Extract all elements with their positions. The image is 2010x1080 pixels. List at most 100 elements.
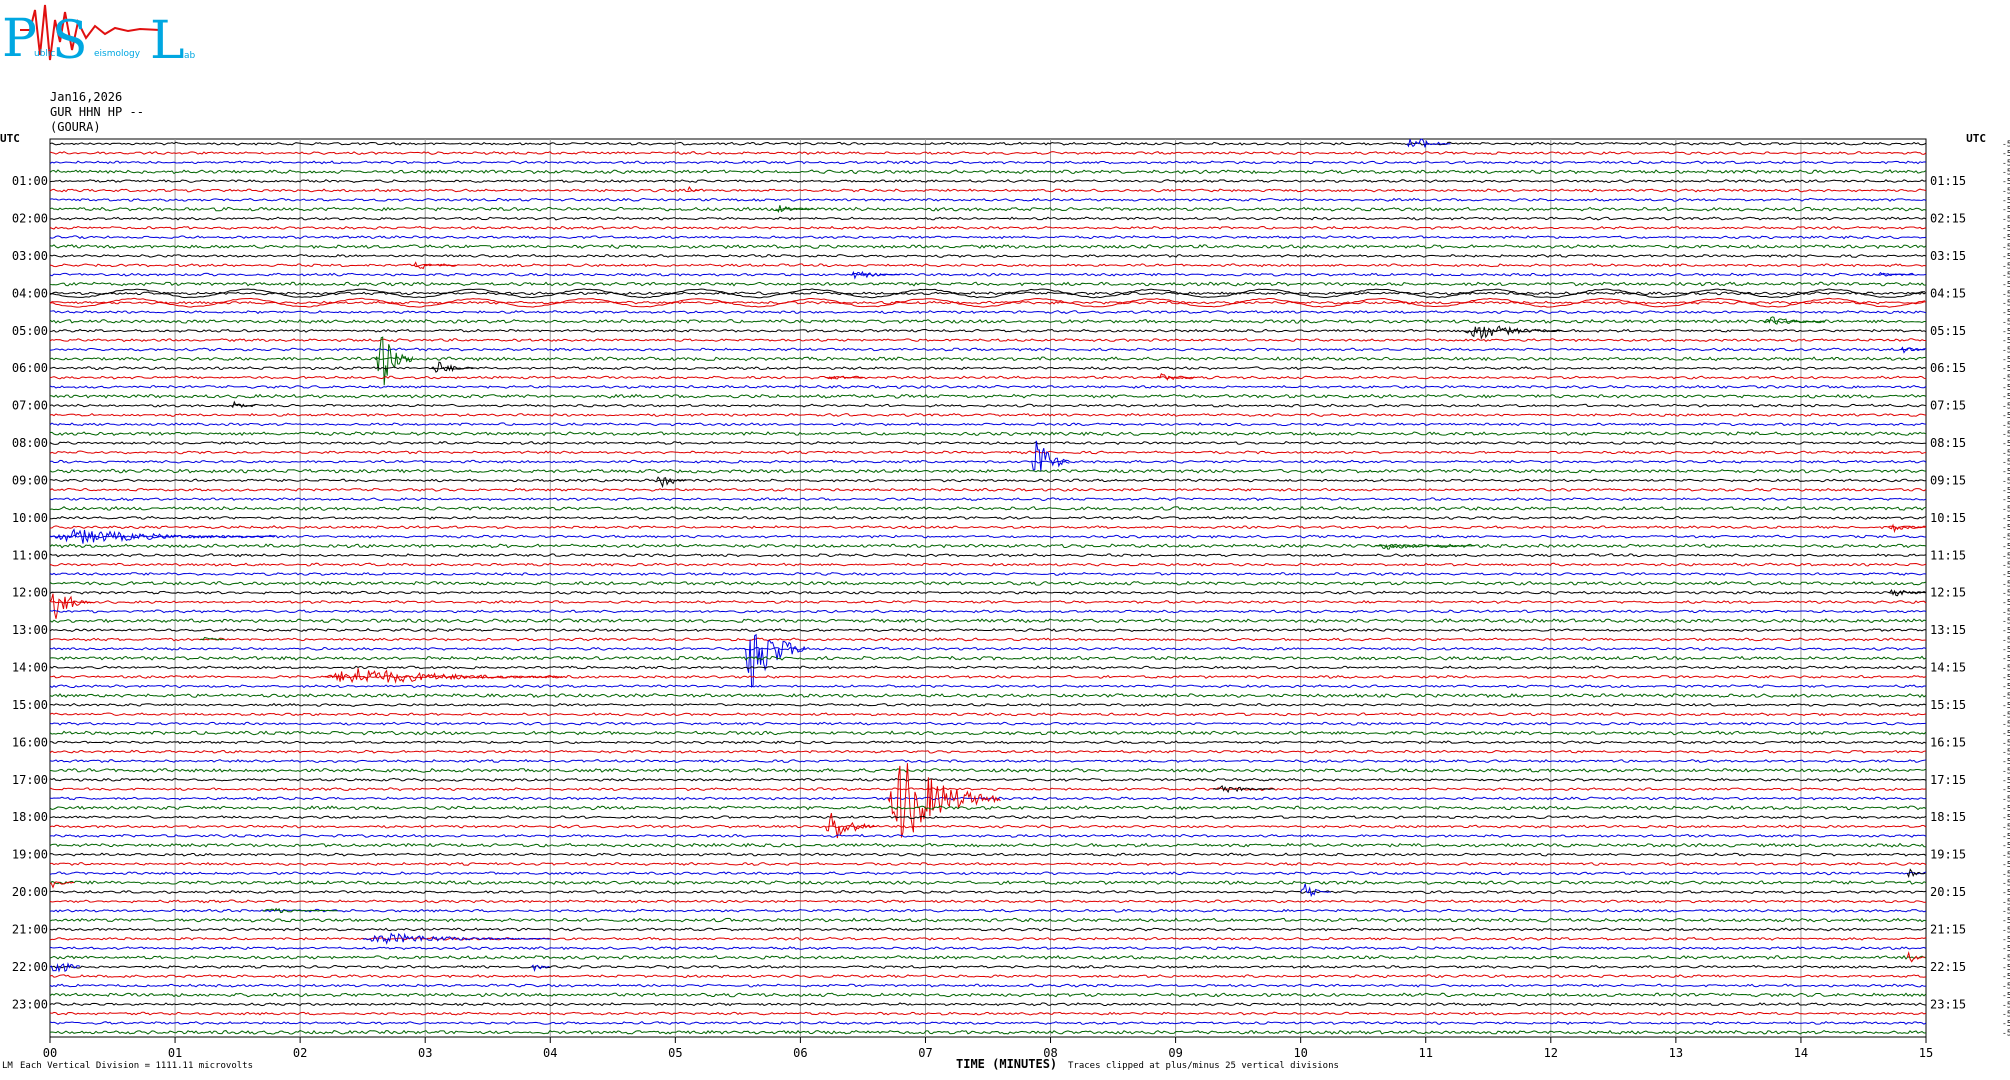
trace-offset-label: -5448 <box>2002 692 2010 701</box>
left-hour-label: 21:00 <box>12 922 48 936</box>
trace-offset-label: -5422 <box>2002 140 2010 149</box>
left-hour-label: 19:00 <box>12 848 48 862</box>
trace-offset-label: -5421 <box>2002 495 2010 504</box>
logo-letter-s: S <box>52 11 88 71</box>
seismic-event <box>362 932 551 945</box>
trace-offset-label: -5461 <box>2002 448 2010 457</box>
trace-offset-label: -5437 <box>2002 589 2010 598</box>
trace-offset-label: -5426 <box>2002 233 2010 242</box>
seismic-event <box>374 336 414 386</box>
trace-offset-label: -5427 <box>2002 383 2010 392</box>
trace-offset-label: -5418 <box>2002 158 2010 167</box>
trace-line <box>49 861 1927 866</box>
left-hour-label: 03:00 <box>12 249 48 263</box>
trace-line <box>49 281 1927 287</box>
seismic-event <box>743 633 807 688</box>
left-hour-label: 22:00 <box>12 960 48 974</box>
trace-offset-label: -5422 <box>2002 851 2010 860</box>
trace-line <box>49 768 1927 773</box>
left-hour-label: 17:00 <box>12 773 48 787</box>
seismic-event <box>49 593 94 619</box>
trace-offset-label: -5444 <box>2002 617 2010 626</box>
trace-offset-label: -5415 <box>2002 888 2010 897</box>
seismic-event <box>49 528 276 544</box>
trace-offset-label: -5428 <box>2002 963 2010 972</box>
trace-offset-label: -5424 <box>2002 364 2010 373</box>
x-tick-label: 13 <box>1669 1046 1683 1060</box>
right-hour-label: 14:15 <box>1930 661 1966 675</box>
trace-line <box>49 721 1927 726</box>
x-tick-label: 12 <box>1544 1046 1558 1060</box>
seismic-event <box>1375 543 1475 550</box>
right-hour-label: 09:15 <box>1930 473 1966 487</box>
trace-line <box>49 805 1927 811</box>
trace-offset-label: -5399 <box>2002 504 2010 513</box>
seismic-event <box>200 636 225 641</box>
seismic-event <box>325 668 563 684</box>
right-hour-label: 05:15 <box>1930 324 1966 338</box>
trace-line <box>49 890 1927 894</box>
seismic-event <box>1212 785 1275 794</box>
trace-offset-label: -5425 <box>2002 336 2010 345</box>
trace-line <box>49 917 1927 923</box>
right-hour-label: 06:15 <box>1930 361 1966 375</box>
left-hour-label: 23:00 <box>12 997 48 1011</box>
trace-line <box>49 160 1927 165</box>
trace-offset-label: -5425 <box>2002 776 2010 785</box>
trace-line <box>49 216 1927 221</box>
trace-line <box>49 665 1927 670</box>
right-hour-label: 07:15 <box>1930 399 1966 413</box>
trace-offset-label: -5426 <box>2002 766 2010 775</box>
trace-line <box>49 206 1927 212</box>
x-tick-label: 05 <box>668 1046 682 1060</box>
trace-offset-label: -5449 <box>2002 710 2010 719</box>
trace-line <box>49 263 1927 268</box>
trace-line <box>49 852 1927 857</box>
psl-logo-image: P S L ublic eismology ab <box>2 4 196 71</box>
trace-offset-label: -5429 <box>2002 289 2010 298</box>
right-hour-label: 04:15 <box>1930 286 1966 300</box>
trace-offset-label: -5431 <box>2002 804 2010 813</box>
trace-line <box>49 693 1927 698</box>
trace-offset-label: -5428 <box>2002 392 2010 401</box>
trace-line <box>49 505 1927 511</box>
trace-offset-label: -5429 <box>2002 551 2010 560</box>
seismic-event <box>49 881 75 889</box>
corner-mark: LM <box>2 1061 13 1071</box>
trace-offset-label: -5412 <box>2002 982 2010 991</box>
seismic-event <box>531 964 550 973</box>
right-hour-label: 03:15 <box>1930 249 1966 263</box>
trace-offset-label: -5450 <box>2002 635 2010 644</box>
right-hour-label: 23:15 <box>1930 997 1966 1011</box>
seismic-event <box>687 185 700 192</box>
x-tick-label: 02 <box>293 1046 307 1060</box>
x-tick-label: 10 <box>1293 1046 1307 1060</box>
trace-offset-label: -5422 <box>2002 869 2010 878</box>
trace-line <box>49 600 1927 605</box>
trace-line <box>49 310 1927 315</box>
trace-line <box>49 253 1927 258</box>
right-hour-label: 22:15 <box>1930 960 1966 974</box>
trace-line <box>49 338 1926 343</box>
right-hour-label: 18:15 <box>1930 810 1966 824</box>
right-hour-label: 11:15 <box>1930 548 1966 562</box>
trace-offset-label: -5449 <box>2002 467 2010 476</box>
trace-offset-label: -5420 <box>2002 561 2010 570</box>
trace-line <box>49 525 1927 530</box>
trace-line <box>49 272 1927 277</box>
trace-offset-label: -5421 <box>2002 243 2010 252</box>
trace-line <box>49 291 1927 296</box>
trace-offset-label: -5425 <box>2002 215 2010 224</box>
trace-offset-label: -5421 <box>2002 1019 2010 1028</box>
trace-offset-label: -5426 <box>2002 860 2010 869</box>
trace-offset-label: -5416 <box>2002 907 2010 916</box>
trace-offset-label: -5456 <box>2002 645 2010 654</box>
trace-offset-label: -5416 <box>2002 1028 2010 1037</box>
trace-line <box>49 609 1927 614</box>
left-hour-label: 06:00 <box>12 361 48 375</box>
trace-offset-label: -5430 <box>2002 841 2010 850</box>
trace-offset-label: -5437 <box>2002 486 2010 495</box>
trace-offset-label: -5415 <box>2002 972 2010 981</box>
trace-offset-label: -5416 <box>2002 935 2010 944</box>
trace-line <box>49 590 1927 595</box>
